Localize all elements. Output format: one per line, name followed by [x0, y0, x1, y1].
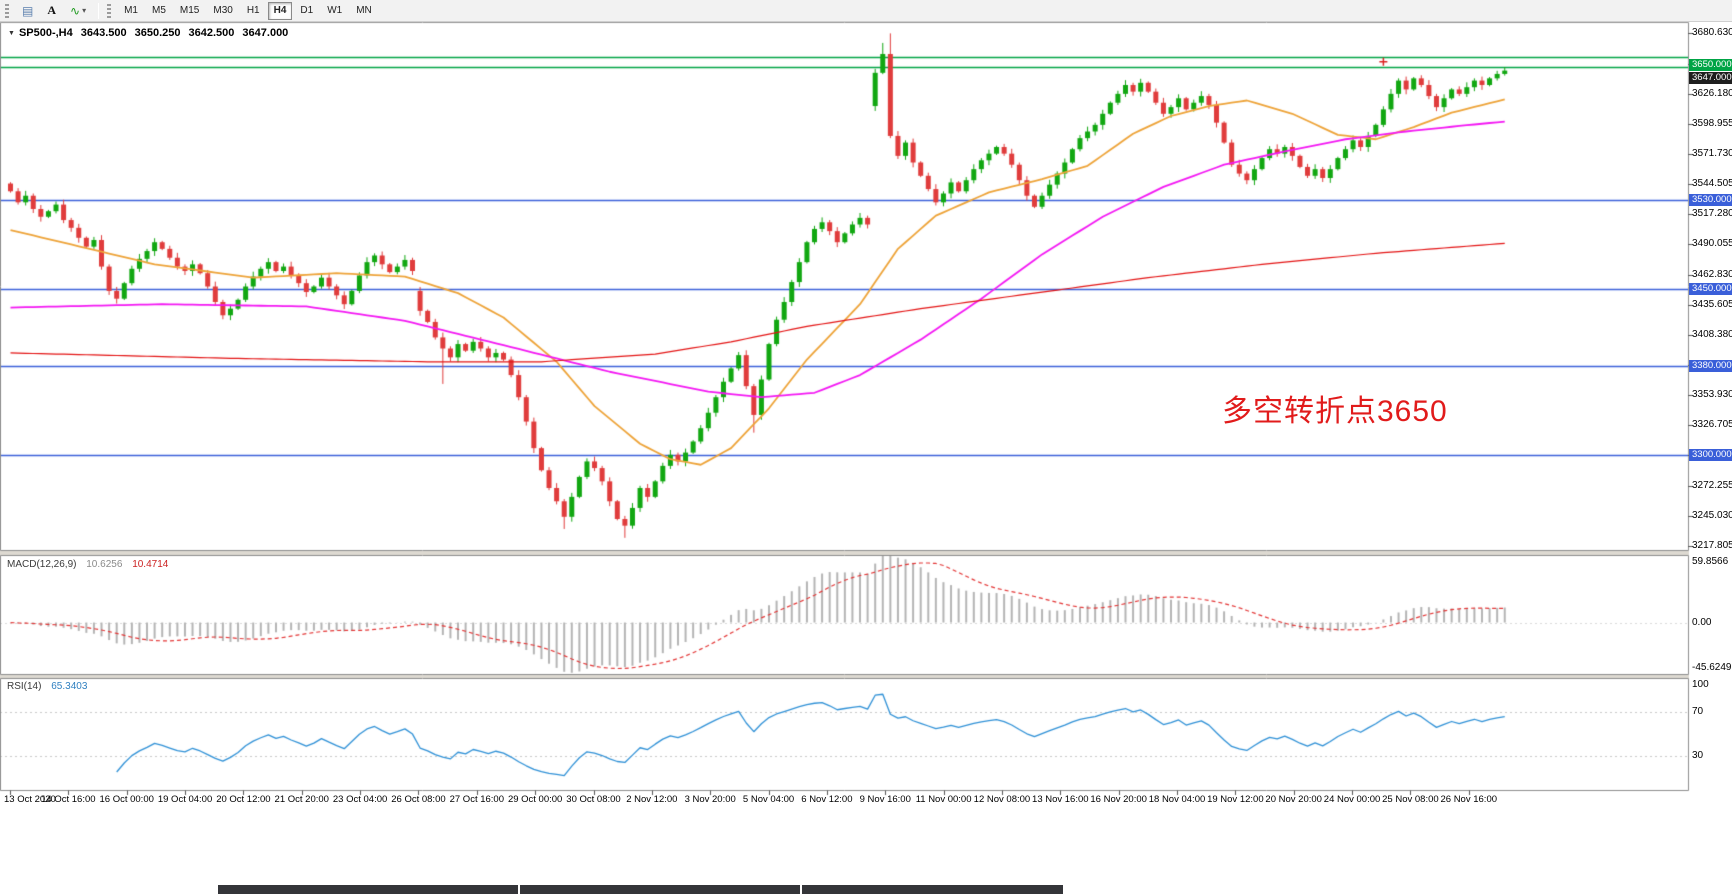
macd-scale-zero: 0.00 — [1692, 616, 1712, 628]
rsi-indicator-label: RSI(14) 65.3403 — [7, 681, 87, 692]
chart-title: ▼ SP500-,H4 3643.500 3650.250 3642.500 3… — [8, 27, 288, 39]
rsi-scale-label-30: 30 — [1692, 750, 1704, 762]
toolbar: ▤ A ∿ ▾ M1 M5 M15 M30 H1 H4 D1 W1 MN — [0, 0, 1732, 22]
macd-name: MACD(12,26,9) — [7, 559, 77, 570]
time-axis-label: 14 Oct 16:00 — [41, 794, 96, 805]
toolbar-separator — [98, 2, 100, 19]
time-axis-label: 19 Nov 12:00 — [1207, 794, 1264, 805]
price-line-badge-3380-000: 3380.000 — [1689, 360, 1732, 373]
timeframe-button-m30[interactable]: M30 — [207, 2, 238, 20]
macd-indicator-label: MACD(12,26,9) 10.6256 10.4714 — [7, 559, 168, 570]
time-axis-label: 21 Oct 20:00 — [274, 794, 329, 805]
time-axis-label: 6 Nov 12:00 — [801, 794, 853, 805]
chart-grid-icon: ▤ — [22, 3, 34, 18]
price-scale-label: 3217.805 — [1692, 539, 1732, 551]
symbol-period-label: SP500-,H4 — [18, 27, 73, 39]
price-scale-label: 3490.055 — [1692, 238, 1732, 250]
time-axis-label: 3 Nov 20:00 — [684, 794, 736, 805]
indicators-dropdown-button[interactable]: ∿ ▾ — [64, 2, 92, 20]
rsi-name: RSI(14) — [7, 681, 42, 692]
timeframe-button-m1[interactable]: M1 — [118, 2, 144, 20]
chart-grid-button[interactable]: ▤ — [16, 2, 39, 20]
time-axis-label: 19 Oct 04:00 — [157, 794, 213, 805]
price-scale[interactable]: 3650.000 3647.000 3530.000 3450.000 3380.000… — [1688, 22, 1732, 791]
time-axis-label: 24 Nov 00:00 — [1323, 794, 1381, 805]
time-axis[interactable]: 13 Oct 2020 14 Oct 16:00 16 Oct 00:00 19 Oc… — [0, 790, 1688, 812]
price-scale-label: 3435.605 — [1692, 298, 1732, 310]
time-axis-label: 16 Oct 00:00 — [99, 794, 154, 805]
open-value: 3643.500 — [80, 27, 127, 39]
time-axis-label: 29 Oct 00:00 — [507, 794, 563, 805]
time-axis-label: 26 Oct 08:00 — [391, 794, 446, 805]
macd-signal-value: 10.4714 — [132, 559, 169, 570]
rsi-scale-label-70: 70 — [1692, 705, 1704, 717]
time-axis-label: 9 Nov 16:00 — [859, 794, 911, 805]
price-scale-label: 3272.255 — [1692, 479, 1732, 491]
price-scale-label: 3626.180 — [1692, 87, 1732, 99]
time-axis-label: 13 Nov 16:00 — [1032, 794, 1089, 805]
time-axis-label: 16 Nov 20:00 — [1090, 794, 1147, 805]
indicator-wave-icon: ∿ — [70, 3, 81, 18]
time-axis-label: 20 Oct 12:00 — [216, 794, 271, 805]
price-scale-label: 3598.955 — [1692, 117, 1732, 129]
high-value: 3650.250 — [134, 27, 181, 39]
chart-shift-marker-icon: ▼ — [8, 29, 15, 37]
macd-scale-min: -45.6249 — [1692, 662, 1732, 673]
price-scale-label: 3517.280 — [1692, 208, 1732, 220]
time-axis-label: 26 Nov 16:00 — [1440, 794, 1498, 805]
time-axis-label: 30 Oct 08:00 — [566, 794, 621, 805]
time-axis-label: 12 Nov 08:00 — [973, 794, 1031, 805]
close-value: 3647.000 — [242, 27, 289, 39]
time-axis-label: 20 Nov 20:00 — [1265, 794, 1322, 805]
chevron-down-icon: ▾ — [82, 6, 87, 15]
price-scale-label: 3245.030 — [1692, 509, 1732, 521]
timeframe-button-d1[interactable]: D1 — [294, 2, 319, 20]
low-value: 3642.500 — [188, 27, 235, 39]
time-axis-label: 2 Nov 12:00 — [626, 794, 678, 805]
text-label-button[interactable]: A — [41, 2, 62, 20]
time-axis-label: 18 Nov 04:00 — [1148, 794, 1206, 805]
price-scale-label: 3326.705 — [1692, 419, 1732, 431]
text-label-icon: A — [47, 3, 57, 17]
taskbar-sliver — [218, 885, 1063, 894]
macd-scale-max: 59.8566 — [1692, 556, 1729, 567]
price-scale-label: 3353.930 — [1692, 389, 1732, 401]
price-scale-label: 3462.830 — [1692, 268, 1732, 280]
price-line-badge-3530-000: 3530.000 — [1689, 194, 1732, 207]
timeframe-button-h1[interactable]: H1 — [241, 2, 266, 20]
price-line-badge-3300-000: 3300.000 — [1689, 448, 1732, 461]
time-axis-label: 11 Nov 00:00 — [915, 794, 972, 805]
price-scale-label: 3544.505 — [1692, 178, 1732, 190]
timeframe-toolbar: M1 M5 M15 M30 H1 H4 D1 W1 MN — [117, 1, 379, 20]
rsi-scale-label-100: 100 — [1692, 679, 1709, 690]
time-axis-label: 5 Nov 04:00 — [742, 794, 795, 805]
price-line-badge-3450-000: 3450.000 — [1689, 282, 1732, 295]
macd-main-value: 10.6256 — [86, 559, 123, 570]
time-axis-label: 27 Oct 16:00 — [449, 794, 504, 805]
time-axis-label: 23 Oct 04:00 — [332, 794, 388, 805]
timeframe-button-w1[interactable]: W1 — [321, 2, 348, 20]
toolbar-drag-handle[interactable] — [5, 3, 9, 18]
chart-text-annotation[interactable]: 多空转折点3650 — [1222, 395, 1448, 428]
taskbar-window-button[interactable] — [802, 885, 1063, 894]
time-axis-label: 25 Nov 08:00 — [1382, 794, 1439, 805]
price-scale-label: 3571.730 — [1692, 147, 1732, 159]
price-scale-label: 3408.380 — [1692, 328, 1732, 340]
time-axis-label: 13 Oct 2020 — [4, 794, 56, 805]
rsi-value: 65.3403 — [51, 681, 88, 692]
taskbar-window-button[interactable] — [520, 885, 800, 894]
timeframe-button-mn[interactable]: MN — [350, 2, 378, 20]
timeframe-button-m5[interactable]: M5 — [146, 2, 172, 20]
timeframe-button-m15[interactable]: M15 — [174, 2, 205, 20]
timeframe-drag-handle[interactable] — [107, 3, 112, 18]
price-line-badge-3647-000: 3647.000 — [1689, 71, 1732, 84]
price-scale-label: 3680.630 — [1692, 27, 1732, 39]
taskbar-window-button[interactable] — [218, 885, 518, 894]
timeframe-button-h4[interactable]: H4 — [267, 1, 293, 20]
price-line-badge-3650-000: 3650.000 — [1689, 59, 1732, 72]
